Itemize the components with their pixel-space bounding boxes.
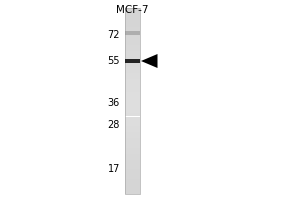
Bar bbox=[124, 64, 140, 67]
Bar bbox=[124, 104, 140, 107]
Bar bbox=[124, 151, 140, 154]
Bar bbox=[124, 79, 140, 82]
Bar bbox=[124, 98, 140, 101]
Bar bbox=[124, 23, 140, 27]
Bar bbox=[124, 154, 140, 157]
Bar bbox=[124, 48, 140, 51]
Bar bbox=[124, 20, 140, 23]
Bar bbox=[124, 70, 140, 73]
Bar bbox=[124, 169, 140, 172]
Bar bbox=[124, 178, 140, 182]
Bar bbox=[124, 116, 140, 120]
Bar bbox=[124, 126, 140, 129]
Bar bbox=[124, 191, 140, 194]
Bar bbox=[124, 185, 140, 188]
Bar bbox=[124, 120, 140, 123]
Bar bbox=[124, 129, 140, 132]
Bar bbox=[124, 110, 140, 113]
Polygon shape bbox=[141, 54, 158, 68]
Bar bbox=[124, 92, 140, 95]
Bar bbox=[124, 89, 140, 92]
Bar bbox=[124, 166, 140, 169]
Bar bbox=[124, 144, 140, 148]
Bar bbox=[124, 157, 140, 160]
Bar bbox=[124, 27, 140, 30]
Bar bbox=[124, 59, 140, 63]
Bar bbox=[124, 42, 140, 45]
Bar bbox=[124, 8, 140, 11]
Bar bbox=[124, 11, 140, 14]
Bar bbox=[124, 31, 140, 35]
Bar bbox=[124, 86, 140, 89]
Text: 55: 55 bbox=[107, 56, 120, 66]
Bar bbox=[124, 76, 140, 79]
Text: MCF-7: MCF-7 bbox=[116, 5, 148, 15]
Bar bbox=[124, 54, 140, 58]
Bar bbox=[124, 30, 140, 33]
Bar bbox=[124, 138, 140, 141]
Bar bbox=[124, 160, 140, 163]
Bar bbox=[124, 101, 140, 104]
Bar bbox=[124, 45, 140, 48]
Bar bbox=[124, 132, 140, 135]
Bar bbox=[124, 175, 140, 178]
Bar bbox=[124, 8, 140, 194]
Bar bbox=[124, 82, 140, 86]
Bar bbox=[124, 39, 140, 42]
Bar bbox=[124, 123, 140, 126]
Text: 72: 72 bbox=[107, 30, 120, 40]
Bar bbox=[124, 73, 140, 76]
Bar bbox=[124, 163, 140, 166]
Bar bbox=[124, 58, 140, 61]
Bar bbox=[124, 36, 140, 39]
Bar bbox=[124, 172, 140, 175]
Bar bbox=[124, 51, 140, 54]
Bar bbox=[124, 61, 140, 64]
Bar bbox=[124, 148, 140, 151]
Bar bbox=[124, 17, 140, 20]
Bar bbox=[124, 141, 140, 144]
Bar bbox=[124, 182, 140, 185]
Bar bbox=[124, 113, 140, 116]
Bar bbox=[124, 135, 140, 138]
Bar bbox=[124, 33, 140, 36]
Bar bbox=[124, 95, 140, 98]
Bar bbox=[124, 188, 140, 191]
Text: 17: 17 bbox=[108, 164, 120, 174]
Bar bbox=[124, 107, 140, 110]
Text: 28: 28 bbox=[108, 120, 120, 130]
Text: 36: 36 bbox=[108, 98, 120, 108]
Bar bbox=[124, 14, 140, 17]
Bar bbox=[124, 67, 140, 70]
